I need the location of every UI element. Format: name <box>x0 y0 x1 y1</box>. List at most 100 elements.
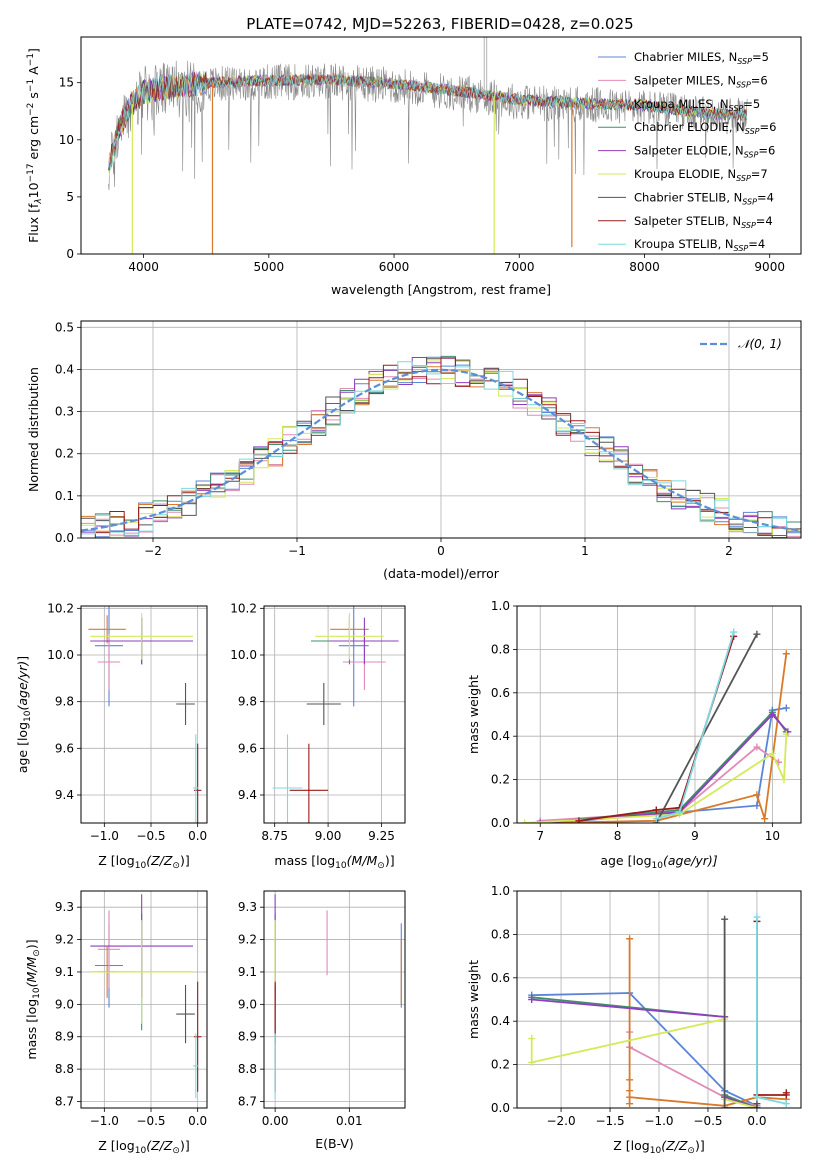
mass_vs_EBV-ytick-label: 9.0 <box>238 997 257 1011</box>
weight_vs_age-series-point <box>768 750 776 758</box>
legend-entry-main: Chabrier ELODIE, N <box>634 120 745 134</box>
mass_vs_Z-xlabel-end: )] <box>180 1138 190 1153</box>
weight_vs_age-series-point <box>652 806 660 814</box>
charts-layer: 4000 5000 6000 7000 8000 9000051015wavelength… <box>15 36 802 1156</box>
spectrum-ylabel-j: ] <box>26 48 41 53</box>
weight_vs_age-series-point <box>753 802 761 810</box>
legend-entry: Chabrier ELODIE, NSSP=6 <box>634 120 776 136</box>
age_vs_Z-xlabel-sub: 10 <box>135 861 147 871</box>
age_vs_mass-ytick-label: 9.8 <box>238 695 257 709</box>
weight_vs_age-panel: 7 8 9 10 0.0 0.2 0.4 0.6 0.8 1.0 mass weight age [l… <box>466 599 802 871</box>
legend-entry-sub: SSP <box>736 174 751 183</box>
weight_vs_Z-xlabel-sub: 10 <box>650 1146 662 1156</box>
mass_vs_EBV-ytick-label: 9.1 <box>238 965 257 979</box>
weight_vs_age-ylabel: mass weight <box>466 675 481 754</box>
weight_vs_age-series-point <box>753 630 761 638</box>
weight_vs_Z-panel: −2.0 −1.5 −1.0 −0.5 0.0 0.0 0.2 0.4 0.6 0.8 1.0 mas… <box>466 884 802 1156</box>
legend-entry: Chabrier MILES, NSSP=5 <box>634 50 769 66</box>
mass_vs_Z-ytick-label: 8.7 <box>55 1095 74 1109</box>
weight_vs_age-series-point <box>536 819 544 823</box>
weight_vs_Z-series-point <box>626 1093 634 1101</box>
legend-entry-sub: SSP <box>737 57 752 66</box>
residuals-ytick-label: 0.2 <box>55 447 74 461</box>
weight_vs_Z-series-point <box>528 1058 536 1066</box>
age_vs_mass-ytick-label: 10.2 <box>230 601 257 615</box>
legend-entry-tail: =4 <box>757 190 774 204</box>
weight_vs_age-series-point <box>780 776 788 784</box>
age_vs_mass-ytick-label: 9.6 <box>238 741 257 755</box>
spectrum-xlabel: wavelength [Angstrom, rest frame] <box>331 282 551 297</box>
age_vs_mass-xtick-label: 8.75 <box>261 829 288 843</box>
spectrum-model-line <box>108 72 748 170</box>
weight_vs_age-series-point <box>753 791 761 799</box>
age_vs_mass-xlabel-main: mass [log <box>274 853 335 868</box>
age_vs_Z-ylabel: age [log10(age/yr)] <box>15 656 33 773</box>
legend-entry-main: Chabrier MILES, N <box>634 50 737 64</box>
spectrum-ylabel-h: A <box>26 66 41 79</box>
legend-entry-tail: =5 <box>752 50 769 64</box>
age_vs_mass-xlabel-sub: 10 <box>335 861 347 871</box>
spectrum-ylabel-c: −17 <box>26 163 36 182</box>
residuals-ytick-label: 0.4 <box>55 362 74 376</box>
weight_vs_Z-series-point <box>626 1100 634 1108</box>
mass_vs_Z-xlabel-main: Z [log <box>98 1138 134 1153</box>
age_vs_Z-ytick-label: 9.6 <box>55 741 74 755</box>
age_vs_Z-xlabel-main: Z [log <box>98 853 134 868</box>
age_vs_Z-ytick-label: 10.0 <box>47 648 74 662</box>
residuals-xtick-label: 1 <box>581 544 589 558</box>
weight_vs_age-series-point <box>782 650 790 658</box>
mass_vs_Z-ylabel-b: 10 <box>32 987 42 999</box>
weight_vs_Z-series-point <box>721 915 729 923</box>
age_vs_mass-ytick-label: 9.4 <box>238 788 257 802</box>
weight_vs_Z-series-point <box>528 1035 536 1043</box>
weight_vs_Z-xtick-label: 0.0 <box>747 1114 766 1128</box>
age_vs_mass-xlabel-sun: ⊙ <box>377 861 385 871</box>
mass_vs_EBV-ytick-label: 8.9 <box>238 1030 257 1044</box>
age_vs_Z-frame <box>80 605 208 824</box>
mass_vs_Z-points <box>90 894 202 1099</box>
weight_vs_Z-xlabel-tail: (Z/Z <box>661 1138 688 1153</box>
legend-entry-main: Chabrier STELIB, N <box>634 190 742 204</box>
age_vs_mass-xlabel-tail: (M/M <box>347 853 378 868</box>
spectrum-data-line <box>108 60 748 191</box>
age_vs_Z-points <box>88 606 202 823</box>
age_vs_mass-points <box>272 606 399 823</box>
mass_vs_Z-ylabel-d: ⊙ <box>32 949 42 957</box>
age_vs_Z-xlabel-end: )] <box>180 853 190 868</box>
weight_vs_Z-xtick-label: −1.5 <box>595 1114 624 1128</box>
mass_vs_EBV-panel: 0.00 0.01 8.7 8.8 8.9 9.0 9.1 9.2 9.3 E(B-V) <box>238 890 406 1151</box>
weight_vs_Z-lines <box>528 913 790 1108</box>
age_vs_Z-ytick-label: 9.4 <box>55 788 74 802</box>
legend-entry-tail: =6 <box>751 73 768 87</box>
mass_vs_Z-xtick-label: 0.0 <box>188 1114 207 1128</box>
weight_vs_Z-ytick-label: 0.2 <box>491 1058 510 1072</box>
spectrum-ytick-label: 15 <box>59 76 74 90</box>
spectrum-xtick-label: 7000 <box>504 260 535 274</box>
residuals-gaussian <box>81 368 801 532</box>
weight_vs_Z-series-point <box>528 996 536 1003</box>
weight_vs_Z-ytick-label: 0.4 <box>491 1014 510 1028</box>
mass_vs_Z-xtick-label: −0.5 <box>136 1114 165 1128</box>
age_vs_Z-xlabel-sun: ⊙ <box>172 861 180 871</box>
spectrum-ylabel-e: −2 <box>26 103 36 116</box>
mass_vs_Z-ytick-label: 9.0 <box>55 997 74 1011</box>
weight_vs_age-series-point <box>761 815 769 823</box>
mass_vs_Z-ytick-label: 8.8 <box>55 1062 74 1076</box>
legend-entry: Salpeter STELIB, NSSP=4 <box>634 214 773 230</box>
weight_vs_Z-xtick-label: −1.0 <box>644 1114 673 1128</box>
age_vs_Z-ytick-label: 9.8 <box>55 695 74 709</box>
spectrum-panel: 4000 5000 6000 7000 8000 9000 0 5 10 15 wavelength… <box>26 36 802 297</box>
mass_vs_Z-ytick-label: 9.3 <box>55 900 74 914</box>
spectrum-xtick-label: 5000 <box>254 260 285 274</box>
legend-entry-sub: SSP <box>741 221 756 230</box>
mass_vs_Z-frame <box>80 890 208 1109</box>
weight_vs_age-series-point <box>730 628 738 636</box>
weight_vs_age-frame <box>516 605 802 824</box>
residuals-ytick-label: 0.0 <box>55 531 74 545</box>
legend-entry: Kroupa ELODIE, NSSP=7 <box>634 167 768 183</box>
weight_vs_Z-xlabel-main: Z [log <box>613 1138 649 1153</box>
legend-entry: Salpeter MILES, NSSP=6 <box>634 73 768 89</box>
legend-entry-tail: =7 <box>751 167 768 181</box>
weight_vs_age-xtick-label: 10 <box>765 829 780 843</box>
